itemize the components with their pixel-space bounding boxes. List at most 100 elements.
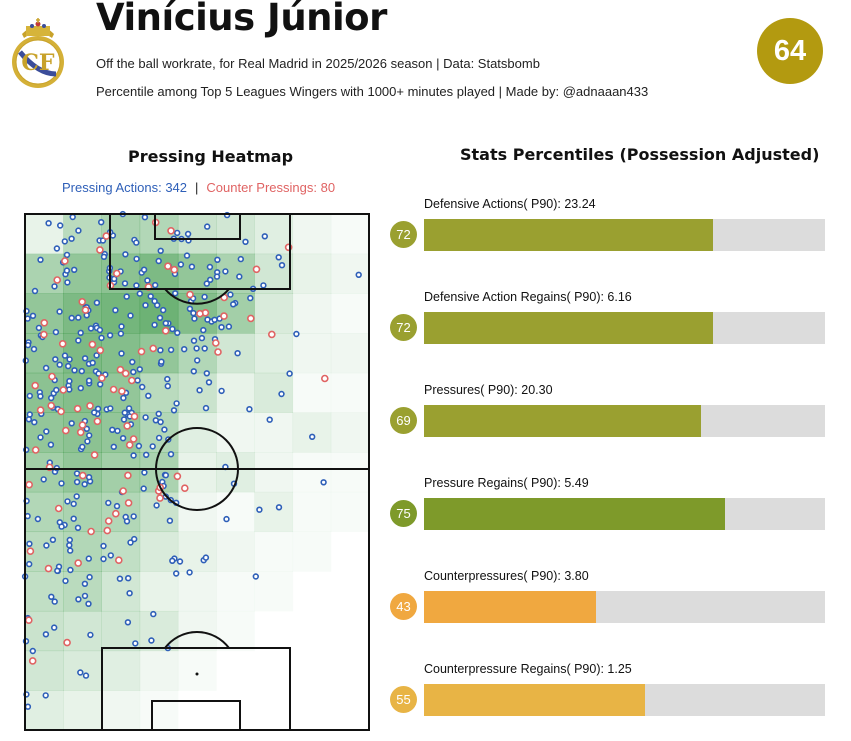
pressing-action-point xyxy=(96,381,104,388)
pressing-action-point xyxy=(35,324,43,332)
counter-pressings-count: Counter Pressings: 80 xyxy=(206,180,336,195)
pressing-action-point xyxy=(34,515,42,523)
percentile-badge: 69 xyxy=(390,407,417,434)
pressing-action-point xyxy=(173,570,180,577)
percentile-badge: 75 xyxy=(390,500,417,527)
counter-pressing-point xyxy=(59,386,68,394)
pressing-action-point xyxy=(66,542,73,549)
pressing-action-point xyxy=(37,256,44,263)
pressing-action-point xyxy=(95,370,102,377)
stat-row: Counterpressures( P90): 3.80 43 xyxy=(390,569,830,629)
pressing-action-point xyxy=(148,637,155,644)
stat-label: Defensive Actions( P90): 23.24 xyxy=(424,197,596,211)
counter-pressing-point xyxy=(252,265,261,274)
pressing-action-point xyxy=(43,542,50,549)
heatmap-cell xyxy=(292,333,332,374)
heatmap-cell xyxy=(254,571,294,612)
pressing-action-point xyxy=(42,631,50,638)
heatmap-title: Pressing Heatmap xyxy=(128,147,294,166)
counter-pressing-point xyxy=(47,401,56,410)
stat-label: Counterpressure Regains( P90): 1.25 xyxy=(424,662,632,676)
heatmap-cell xyxy=(25,650,64,691)
heatmap-cell xyxy=(330,372,370,413)
counter-pressing-point xyxy=(130,412,139,421)
pressing-action-point xyxy=(84,438,91,445)
pressing-action-point xyxy=(260,282,267,289)
pressing-actions-count: Pressing Actions: 342 xyxy=(62,180,188,195)
pressing-action-point xyxy=(157,347,164,354)
pressing-action-point xyxy=(130,452,137,459)
heatmap-cell xyxy=(330,293,370,334)
pressing-action-point xyxy=(47,441,55,448)
pressing-action-point xyxy=(37,434,44,441)
heatmap-cell xyxy=(63,571,102,612)
pressing-action-point xyxy=(77,329,84,337)
pressing-action-point xyxy=(119,435,127,442)
pressing-action-point xyxy=(82,672,90,679)
pressing-action-point xyxy=(75,314,82,321)
heatmap-cell xyxy=(292,214,332,255)
pressing-action-point xyxy=(64,279,71,286)
heatmap-cell xyxy=(254,531,294,572)
counter-pressing-point xyxy=(31,381,39,390)
heatmap-cell xyxy=(101,452,141,493)
pressing-action-point xyxy=(56,308,63,315)
counter-pressing-point xyxy=(40,319,49,327)
pressing-action-point xyxy=(164,375,171,383)
counter-pressing-point xyxy=(186,290,194,299)
counter-pressing-point xyxy=(115,556,123,565)
pressing-action-point xyxy=(278,261,286,269)
pressing-action-point xyxy=(222,268,229,275)
counter-pressing-point xyxy=(31,446,40,454)
pressing-action-point xyxy=(136,290,144,297)
pressing-action-point xyxy=(230,301,237,308)
pressing-action-point xyxy=(127,539,134,546)
counter-pressing-point xyxy=(104,517,113,525)
counter-pressing-point xyxy=(125,441,134,449)
pressing-action-point xyxy=(49,536,57,543)
heatmap-cell xyxy=(330,214,370,255)
heatmap-cell xyxy=(63,491,102,533)
percentile-bar xyxy=(424,591,597,623)
counter-pressing-point xyxy=(86,402,94,410)
pressing-action-point xyxy=(155,410,162,418)
pressing-action-point xyxy=(118,323,125,330)
pressing-action-point xyxy=(56,361,63,368)
heatmap-cell xyxy=(25,610,64,652)
pressing-action-point xyxy=(200,326,207,334)
pressing-action-point xyxy=(129,358,136,366)
counter-pressing-point xyxy=(103,526,112,535)
pressing-action-point xyxy=(117,330,125,337)
percentile-bar xyxy=(424,312,713,344)
pressing-action-point xyxy=(186,569,193,576)
pressing-action-point xyxy=(70,500,77,508)
counter-pressing-point xyxy=(63,638,71,647)
pressing-action-point xyxy=(42,692,49,699)
heatmap-cell xyxy=(139,690,179,731)
pressing-action-point xyxy=(142,301,149,309)
counter-pressing-point xyxy=(113,269,121,278)
pressing-action-point xyxy=(126,590,133,597)
pressing-action-point xyxy=(194,357,201,364)
pressing-action-point xyxy=(161,426,168,433)
pressing-action-point xyxy=(118,350,125,357)
pressing-action-point xyxy=(116,575,124,582)
counter-pressing-point xyxy=(123,422,131,430)
pressing-action-point xyxy=(196,387,203,394)
stats-title: Stats Percentiles (Possession Adjusted) xyxy=(460,145,820,164)
pressing-action-point xyxy=(141,213,149,221)
pressing-action-point xyxy=(48,394,55,402)
pressing-action-point xyxy=(202,554,210,561)
pressing-action-point xyxy=(90,409,98,416)
pressing-action-point xyxy=(141,469,148,476)
pressing-action-point xyxy=(53,245,61,252)
pressing-action-point xyxy=(125,405,133,412)
pressing-action-point xyxy=(174,329,181,337)
pressing-action-point xyxy=(190,337,198,344)
pressing-action-point xyxy=(152,281,159,289)
pressing-action-point xyxy=(286,370,293,377)
pressing-action-point xyxy=(133,282,140,289)
counter-pressing-point xyxy=(118,387,126,395)
heatmap-cell xyxy=(330,491,370,533)
pressing-action-point xyxy=(130,535,138,543)
